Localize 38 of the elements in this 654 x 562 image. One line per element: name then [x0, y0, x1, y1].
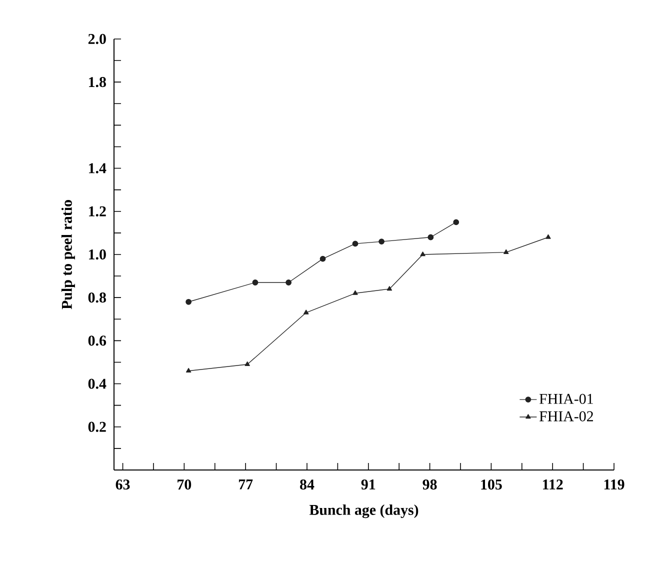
- point: [286, 280, 292, 286]
- x-tick-label: 112: [543, 480, 563, 490]
- point: [244, 361, 250, 366]
- x-tick-label: 84: [300, 480, 314, 490]
- x-tick-label: 70: [178, 480, 192, 490]
- point: [304, 310, 309, 314]
- point: [546, 234, 551, 239]
- y-tick-label: 0.6: [88, 336, 106, 346]
- y-tick-label: 0.2: [88, 422, 106, 432]
- x-tick-label: 77: [238, 480, 253, 490]
- x-tick-label: 98: [422, 480, 437, 490]
- y-tick-label: 0.8: [88, 292, 106, 303]
- y-tick-label: 0.4: [88, 378, 106, 389]
- legend-label: FHIA-02: [539, 411, 593, 422]
- y-tick-label: 2.0: [88, 34, 106, 44]
- y-tick-label: 1.0: [89, 249, 106, 260]
- x-tick-label: 91: [361, 480, 376, 490]
- point: [504, 249, 509, 254]
- point: [453, 219, 460, 226]
- y-tick-label: 1.8: [89, 77, 106, 88]
- x-tick-label: 119: [604, 480, 624, 490]
- x-tick-label: 105: [481, 480, 502, 490]
- legend-label: FHIA-01: [539, 394, 593, 404]
- point: [352, 240, 358, 247]
- point: [320, 256, 326, 262]
- point: [420, 252, 426, 256]
- point: [352, 290, 358, 295]
- point: [252, 280, 258, 286]
- point: [186, 298, 192, 305]
- y-tick-label: 1.4: [89, 163, 106, 174]
- x-axis-title: Bunch age (days): [309, 504, 418, 518]
- y-axis-title: Pulp to peel ratio: [61, 200, 75, 310]
- point: [386, 286, 392, 291]
- point: [186, 368, 192, 373]
- point: [428, 234, 434, 240]
- y-tick-label: 1.2: [89, 206, 106, 216]
- x-tick-label: 63: [116, 480, 130, 490]
- point: [378, 238, 385, 245]
